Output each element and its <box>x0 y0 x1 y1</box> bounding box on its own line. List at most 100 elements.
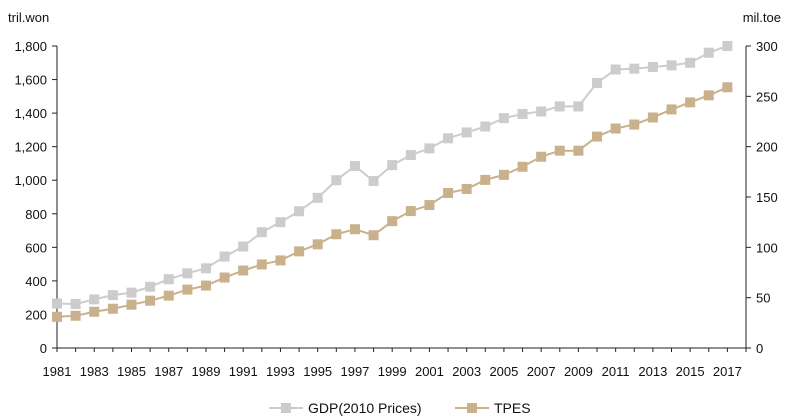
x-tick-label: 2001 <box>415 364 444 379</box>
x-tick-labels: 1981 1983 1985 1987 1989 1991 1993 1995 1997 1999… <box>43 364 742 379</box>
x-tick-label: 2005 <box>489 364 518 379</box>
data-point <box>145 295 156 306</box>
data-point <box>200 280 211 291</box>
data-point <box>647 61 658 72</box>
data-point <box>331 175 342 186</box>
y-right-tick-label: 300 <box>756 39 778 54</box>
data-point <box>554 145 565 156</box>
x-tick-label: 2003 <box>452 364 481 379</box>
data-point <box>238 241 249 252</box>
y-left-tick-label: 1,200 <box>14 140 47 155</box>
data-point <box>89 306 100 317</box>
data-point <box>70 310 81 321</box>
data-point <box>163 274 174 285</box>
data-point <box>163 290 174 301</box>
data-point <box>703 47 714 58</box>
data-point <box>517 108 528 119</box>
data-point <box>610 64 621 75</box>
data-point <box>536 151 547 162</box>
data-point <box>219 251 230 262</box>
data-point <box>387 216 398 227</box>
data-point <box>182 268 193 279</box>
legend-tpes-label: TPES <box>494 400 531 416</box>
data-point <box>592 131 603 142</box>
y-left-tick-label: 1,600 <box>14 73 47 88</box>
x-tick-label: 2013 <box>638 364 667 379</box>
data-point <box>275 217 286 228</box>
data-point <box>312 192 323 203</box>
y-right-unit-label: mil.toe <box>743 10 781 25</box>
y-left-tick-label: 200 <box>25 307 47 322</box>
data-point <box>703 90 714 101</box>
y-left-tick-label: 1,000 <box>14 173 47 188</box>
data-point <box>480 121 491 132</box>
data-point <box>424 200 435 211</box>
data-point <box>443 133 454 144</box>
x-tick-label: 1997 <box>340 364 369 379</box>
y-left-tick-labels: 0 200 400 600 800 1,000 1,200 1,400 1,600 1,800 <box>14 39 47 356</box>
data-point <box>126 299 137 310</box>
data-point <box>498 113 509 124</box>
series-layer <box>52 41 733 322</box>
data-point <box>480 174 491 185</box>
data-point <box>256 259 267 270</box>
data-point <box>294 206 305 217</box>
x-tick-label: 1991 <box>229 364 258 379</box>
y-right-tick-label: 0 <box>756 341 763 356</box>
data-point <box>368 176 379 187</box>
x-tick-label: 2011 <box>602 364 630 379</box>
legend-gdp-marker <box>281 403 291 413</box>
data-point <box>629 119 640 130</box>
series-line <box>56 86 728 318</box>
x-tick-label: 2007 <box>527 364 556 379</box>
data-point <box>331 229 342 240</box>
data-point <box>219 272 230 283</box>
y-left-unit-label: tril.won <box>8 10 49 25</box>
legend-tpes-marker <box>467 403 477 413</box>
data-point <box>722 82 733 93</box>
data-point <box>107 290 118 301</box>
data-point <box>685 97 696 108</box>
data-point <box>387 160 398 171</box>
data-point <box>294 246 305 257</box>
data-point <box>554 101 565 112</box>
data-point <box>685 57 696 68</box>
y-left-tick-label: 0 <box>40 341 47 356</box>
data-point <box>107 303 118 314</box>
x-tick-label: 1985 <box>117 364 146 379</box>
y-left-tick-label: 1,800 <box>14 39 47 54</box>
y-right-tick-label: 150 <box>756 190 778 205</box>
legend: GDP(2010 Prices) TPES <box>269 400 531 416</box>
data-point <box>461 127 472 138</box>
data-point <box>182 284 193 295</box>
series-0 <box>52 41 733 310</box>
y-left-tick-label: 400 <box>25 274 47 289</box>
data-point <box>573 145 584 156</box>
data-point <box>647 112 658 123</box>
legend-gdp-label: GDP(2010 Prices) <box>308 400 422 416</box>
x-tick-label: 1989 <box>192 364 221 379</box>
data-point <box>368 230 379 241</box>
y-left-tick-label: 800 <box>25 207 47 222</box>
data-point <box>424 143 435 154</box>
series-line <box>56 45 728 306</box>
data-point <box>312 239 323 250</box>
data-point <box>70 299 81 310</box>
x-tick-label: 1995 <box>303 364 332 379</box>
data-point <box>666 60 677 71</box>
data-point <box>52 311 62 322</box>
data-point <box>498 169 509 180</box>
y-right-tick-label: 100 <box>756 240 778 255</box>
data-point <box>349 224 360 235</box>
data-point <box>200 263 211 274</box>
x-tick-label: 1999 <box>378 364 407 379</box>
data-point <box>573 101 584 112</box>
x-tick-label: 1993 <box>266 364 295 379</box>
x-tick-label: 2015 <box>676 364 705 379</box>
x-tick-label: 1981 <box>43 364 72 379</box>
data-point <box>405 206 416 217</box>
data-point <box>275 255 286 266</box>
data-point <box>722 41 733 51</box>
data-point <box>126 287 137 298</box>
